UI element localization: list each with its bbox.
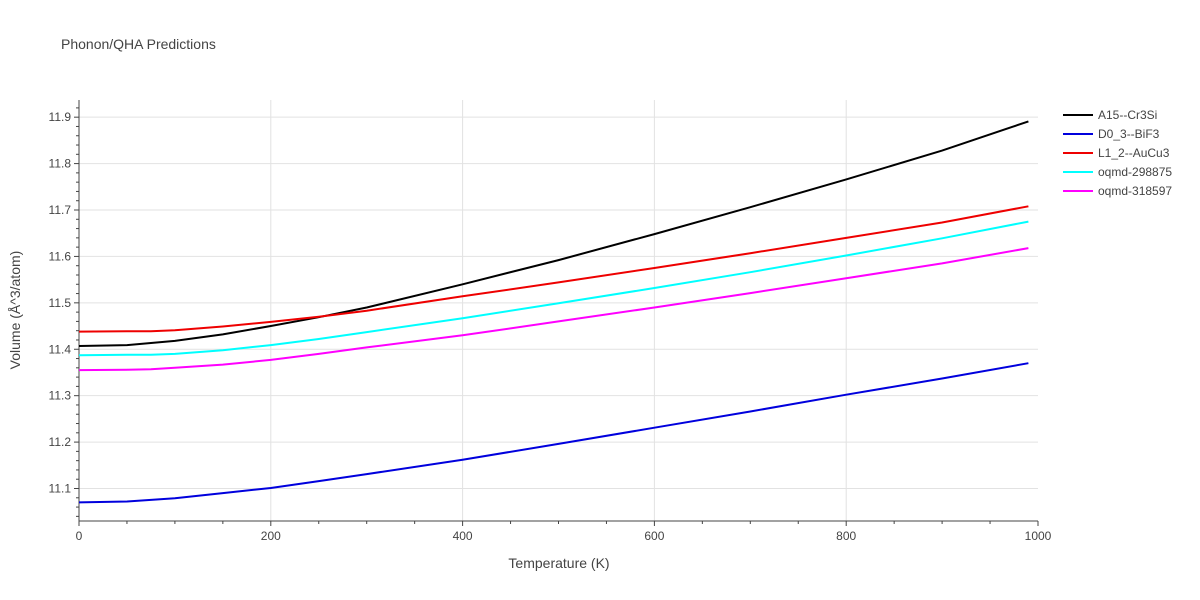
y-tick-label: 11.3 [49, 389, 72, 403]
x-tick-label: 0 [76, 529, 83, 543]
legend-item[interactable]: L1_2--AuCu3 [1063, 146, 1170, 160]
legend-label: oqmd-298875 [1098, 165, 1172, 179]
series-line [78, 247, 1029, 372]
chart-title: Phonon/QHA Predictions [61, 36, 216, 52]
grid [79, 100, 1038, 521]
series-line [78, 205, 1029, 333]
x-tick-label: 600 [644, 529, 664, 543]
legend-item[interactable]: oqmd-298875 [1063, 165, 1172, 179]
x-tick-label: 1000 [1025, 529, 1052, 543]
y-axis-label: Volume (Å^3/atom) [7, 251, 23, 370]
y-tick-label: 11.6 [49, 249, 72, 263]
legend-label: A15--Cr3Si [1098, 108, 1157, 122]
legend-item[interactable]: A15--Cr3Si [1063, 108, 1157, 122]
legend[interactable]: A15--Cr3Si D0_3--BiF3 L1_2--AuCu3 oqmd-2988… [1063, 108, 1172, 198]
series-line [78, 120, 1029, 347]
y-tick-label: 11.1 [49, 482, 72, 496]
x-tick-label: 400 [453, 529, 473, 543]
y-tick-label: 11.9 [49, 110, 72, 124]
series-lines [78, 120, 1029, 504]
y-tick-label: 11.7 [49, 203, 72, 217]
axes: 11.1 11.2 11.3 11.4 11.5 11.6 11.7 11.8 11.9 0 200… [49, 100, 1052, 543]
x-tick-label: 800 [836, 529, 856, 543]
x-tick-label: 200 [261, 529, 281, 543]
legend-item[interactable]: oqmd-318597 [1063, 184, 1172, 198]
legend-item[interactable]: D0_3--BiF3 [1063, 127, 1160, 141]
y-tick-label: 11.4 [49, 342, 72, 356]
legend-label: D0_3--BiF3 [1098, 127, 1160, 141]
legend-label: oqmd-318597 [1098, 184, 1172, 198]
legend-label: L1_2--AuCu3 [1098, 146, 1170, 160]
x-axis-label: Temperature (K) [508, 555, 609, 571]
y-tick-label: 11.5 [49, 296, 72, 310]
series-line [78, 220, 1029, 357]
y-tick-label: 11.2 [49, 435, 72, 449]
series-line [78, 362, 1029, 504]
y-tick-label: 11.8 [49, 157, 72, 171]
